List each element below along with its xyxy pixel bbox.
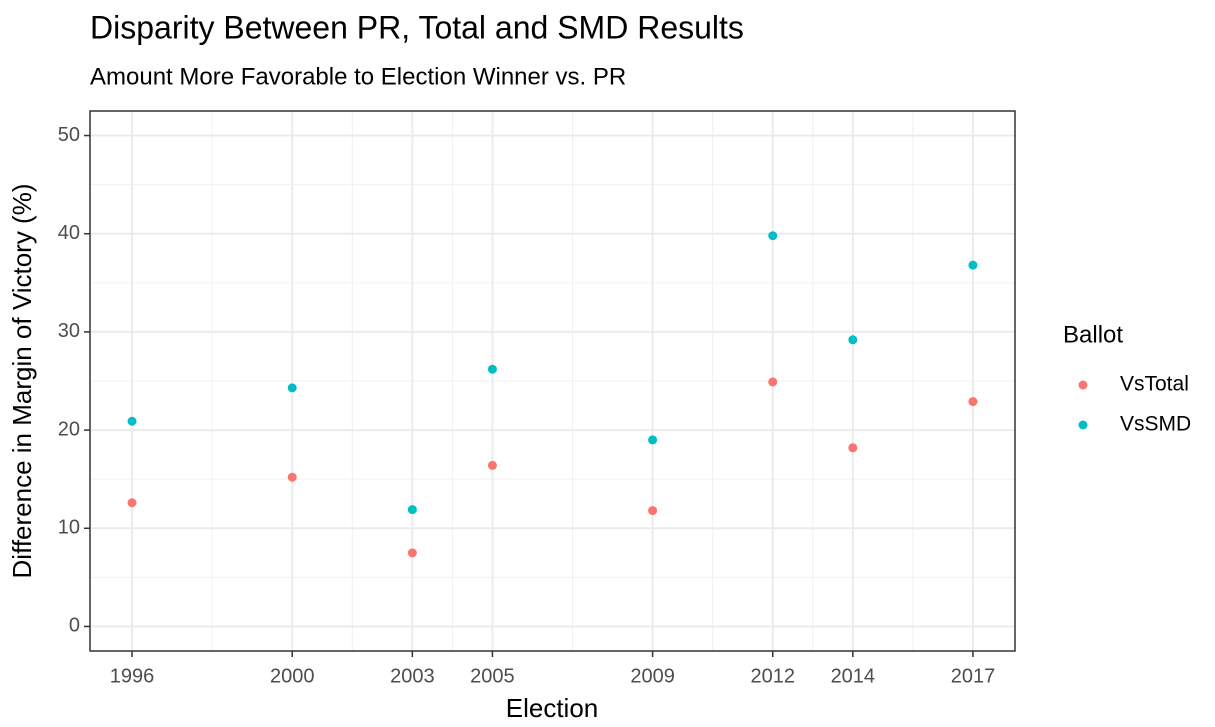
point xyxy=(968,260,978,270)
point xyxy=(287,383,297,393)
y-axis-label: Difference in Margin of Victory (%) xyxy=(7,184,37,579)
chart-subtitle: Amount More Favorable to Election Winner… xyxy=(90,63,626,90)
legend-marker xyxy=(1078,420,1088,430)
point xyxy=(768,377,778,387)
y-tick-label: 0 xyxy=(69,615,80,637)
point xyxy=(407,505,417,515)
y-tick-label: 50 xyxy=(58,124,80,146)
point xyxy=(848,443,858,453)
legend-label: VsSMD xyxy=(1120,413,1191,436)
point xyxy=(968,397,978,407)
point xyxy=(768,231,778,241)
point xyxy=(407,548,417,558)
x-tick-label: 1996 xyxy=(110,665,155,687)
x-tick-label: 2012 xyxy=(750,665,795,687)
x-tick-label: 2005 xyxy=(470,665,515,687)
x-tick-label: 2017 xyxy=(951,665,996,687)
legend-label: VsTotal xyxy=(1120,373,1189,396)
point xyxy=(648,506,658,516)
y-tick-label: 30 xyxy=(58,320,80,342)
x-tick-label: 2000 xyxy=(270,665,315,687)
x-tick-label: 2014 xyxy=(831,665,876,687)
y-tick-label: 20 xyxy=(58,418,80,440)
point xyxy=(127,498,137,508)
y-tick-label: 40 xyxy=(58,222,80,244)
point xyxy=(127,416,137,426)
point xyxy=(287,472,297,482)
x-axis-label: Election xyxy=(506,693,599,723)
x-tick-label: 2003 xyxy=(390,665,435,687)
legend-marker xyxy=(1078,380,1088,390)
point xyxy=(848,335,858,345)
point xyxy=(487,364,497,374)
point xyxy=(648,435,658,445)
legend-title: Ballot xyxy=(1063,321,1123,348)
x-tick-label: 2009 xyxy=(630,665,675,687)
panel-border xyxy=(89,110,1016,652)
point xyxy=(487,460,497,470)
y-tick-label: 10 xyxy=(58,517,80,539)
chart-title: Disparity Between PR, Total and SMD Resu… xyxy=(90,9,744,45)
